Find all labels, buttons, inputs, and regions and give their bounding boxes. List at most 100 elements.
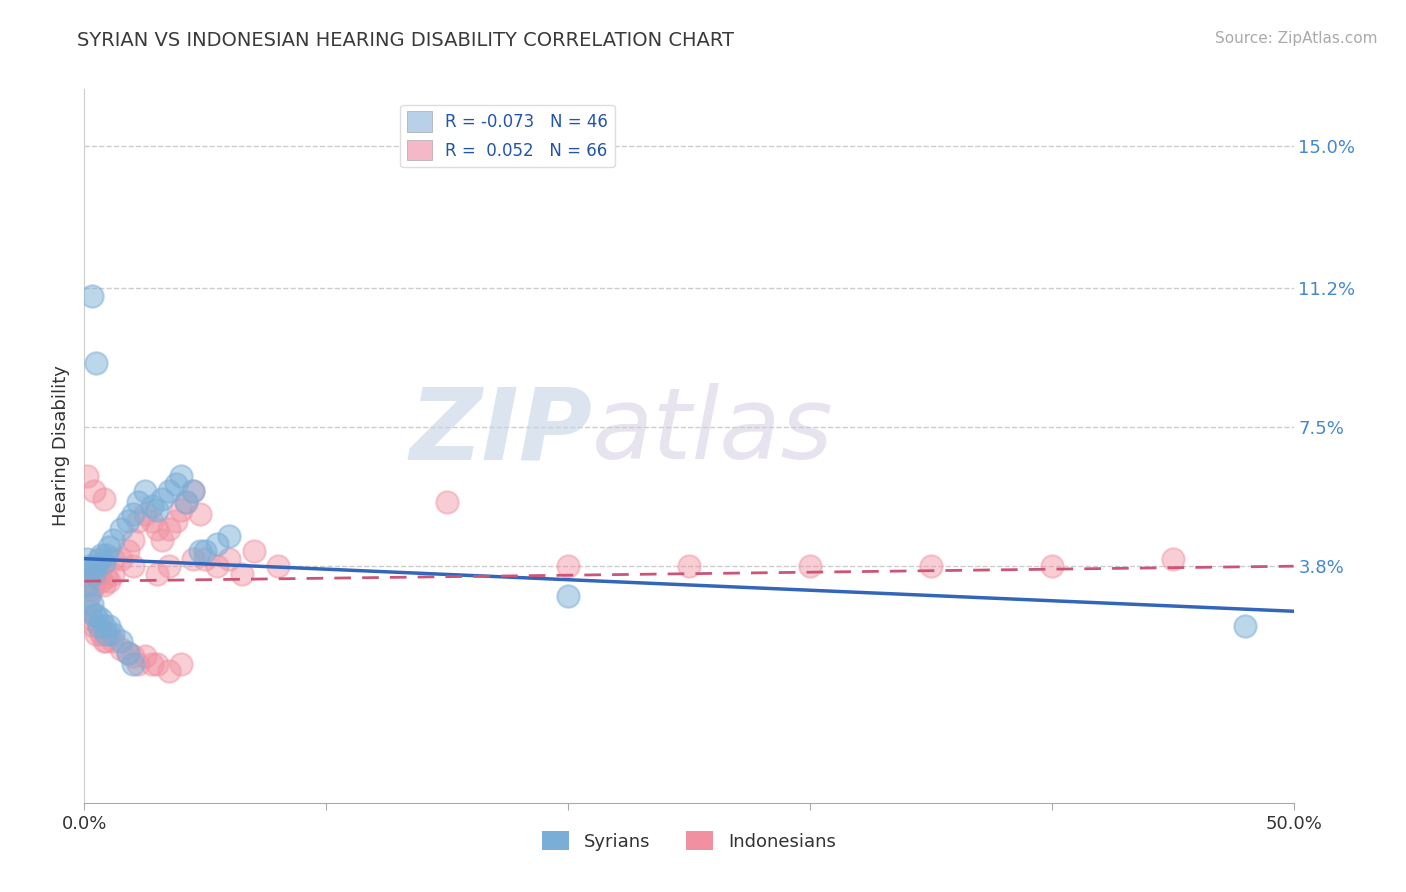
Point [190, 544, 212, 558]
Point [141, 514, 163, 528]
Point [94, 634, 117, 648]
Point [181, 484, 204, 499]
Point [76, 597, 98, 611]
Point [194, 551, 217, 566]
Point [157, 522, 180, 536]
Point [242, 544, 264, 558]
Point [93, 619, 115, 633]
Point [141, 499, 163, 513]
Point [77, 559, 100, 574]
Point [121, 649, 143, 664]
Point [141, 657, 163, 671]
Text: Source: ZipAtlas.com: Source: ZipAtlas.com [1215, 31, 1378, 46]
Point [127, 514, 149, 528]
Point [77, 589, 100, 603]
Point [94, 627, 117, 641]
Point [174, 495, 197, 509]
Text: atlas: atlas [592, 384, 834, 480]
Point [1161, 551, 1184, 566]
Point [80, 597, 103, 611]
Point [83, 619, 105, 633]
Point [207, 536, 229, 550]
Point [557, 559, 579, 574]
Point [103, 533, 125, 547]
Point [110, 641, 132, 656]
Point [87, 566, 110, 581]
Point [103, 634, 125, 648]
Point [190, 507, 212, 521]
Point [93, 634, 115, 648]
Point [121, 507, 143, 521]
Point [83, 607, 105, 622]
Point [90, 574, 112, 589]
Point [90, 612, 112, 626]
Point [557, 589, 579, 603]
Point [121, 533, 143, 547]
Point [76, 566, 98, 581]
Point [110, 634, 132, 648]
Point [157, 559, 180, 574]
Point [103, 566, 125, 581]
Point [799, 559, 821, 574]
Point [97, 541, 120, 555]
Point [150, 491, 173, 506]
Point [80, 612, 103, 626]
Text: SYRIAN VS INDONESIAN HEARING DISABILITY CORRELATION CHART: SYRIAN VS INDONESIAN HEARING DISABILITY … [77, 31, 734, 50]
Point [134, 484, 156, 499]
Point [110, 551, 132, 566]
Point [97, 627, 120, 641]
Point [103, 551, 125, 566]
Point [170, 469, 193, 483]
Point [165, 476, 187, 491]
Point [157, 484, 180, 499]
Point [157, 665, 180, 679]
Point [134, 507, 156, 521]
Point [436, 495, 458, 509]
Point [146, 657, 169, 671]
Point [93, 578, 115, 592]
Point [121, 657, 143, 671]
Point [97, 574, 120, 589]
Point [83, 578, 105, 592]
Point [1234, 619, 1257, 633]
Point [90, 548, 112, 562]
Point [117, 646, 139, 660]
Point [170, 503, 193, 517]
Point [87, 551, 110, 566]
Point [94, 570, 117, 584]
Point [678, 559, 700, 574]
Point [77, 574, 100, 589]
Point [86, 559, 108, 574]
Point [103, 627, 125, 641]
Point [87, 619, 110, 633]
Point [231, 566, 253, 581]
Point [181, 484, 204, 499]
Point [97, 619, 120, 633]
Text: ZIP: ZIP [409, 384, 592, 480]
Point [127, 495, 149, 509]
Point [80, 582, 103, 596]
Point [218, 529, 240, 543]
Point [181, 551, 204, 566]
Point [174, 495, 197, 509]
Point [80, 563, 103, 577]
Point [86, 356, 108, 370]
Point [117, 544, 139, 558]
Legend: Syrians, Indonesians: Syrians, Indonesians [534, 824, 844, 858]
Point [93, 491, 115, 506]
Point [76, 551, 98, 566]
Point [134, 649, 156, 664]
Point [83, 484, 105, 499]
Point [90, 627, 112, 641]
Point [86, 627, 108, 641]
Point [86, 607, 108, 622]
Point [86, 570, 108, 584]
Point [83, 566, 105, 581]
Point [194, 544, 217, 558]
Point [218, 551, 240, 566]
Point [76, 469, 98, 483]
Point [87, 619, 110, 633]
Point [170, 657, 193, 671]
Point [146, 522, 169, 536]
Point [267, 559, 290, 574]
